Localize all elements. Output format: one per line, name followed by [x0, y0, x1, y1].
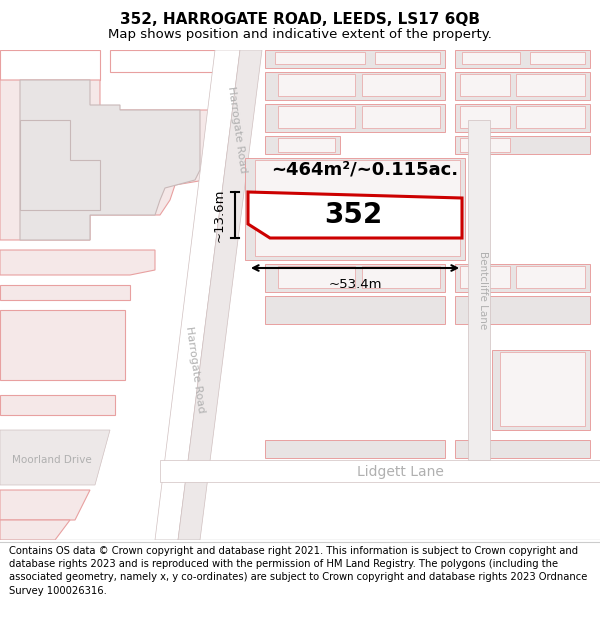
Polygon shape [0, 250, 155, 275]
Text: Moorland Drive: Moorland Drive [12, 455, 92, 465]
Text: Map shows position and indicative extent of the property.: Map shows position and indicative extent… [108, 28, 492, 41]
Polygon shape [516, 74, 585, 96]
Polygon shape [265, 136, 340, 154]
Polygon shape [0, 520, 70, 540]
Polygon shape [0, 490, 90, 520]
Polygon shape [455, 136, 590, 154]
Polygon shape [460, 266, 510, 288]
Polygon shape [245, 158, 465, 260]
Polygon shape [460, 74, 510, 96]
Polygon shape [248, 192, 462, 238]
Polygon shape [455, 50, 590, 68]
Polygon shape [468, 120, 490, 460]
Polygon shape [460, 106, 510, 128]
Polygon shape [455, 104, 590, 132]
Text: Contains OS data © Crown copyright and database right 2021. This information is : Contains OS data © Crown copyright and d… [9, 546, 587, 596]
Polygon shape [0, 310, 125, 380]
Polygon shape [178, 50, 262, 540]
Polygon shape [516, 106, 585, 128]
Polygon shape [265, 72, 445, 100]
Polygon shape [455, 440, 590, 458]
Polygon shape [0, 430, 110, 485]
Text: Bentcliffe Lane: Bentcliffe Lane [478, 251, 488, 329]
Polygon shape [455, 296, 590, 324]
Polygon shape [265, 440, 445, 458]
Polygon shape [20, 120, 100, 210]
Polygon shape [460, 138, 510, 152]
Polygon shape [255, 160, 460, 256]
Text: 352: 352 [324, 201, 382, 229]
Polygon shape [362, 106, 440, 128]
Polygon shape [265, 50, 445, 68]
Text: ~13.6m: ~13.6m [213, 188, 226, 242]
Polygon shape [500, 352, 585, 426]
Polygon shape [362, 74, 440, 96]
Text: Harrogate Road: Harrogate Road [184, 326, 206, 414]
Polygon shape [110, 50, 215, 72]
Polygon shape [0, 80, 215, 240]
Polygon shape [362, 266, 440, 288]
Polygon shape [516, 266, 585, 288]
Polygon shape [20, 80, 200, 240]
Polygon shape [265, 296, 445, 324]
Polygon shape [278, 266, 355, 288]
Text: Lidgett Lane: Lidgett Lane [356, 465, 443, 479]
Polygon shape [278, 74, 355, 96]
Polygon shape [530, 52, 585, 64]
Text: ~464m²/~0.115ac.: ~464m²/~0.115ac. [271, 161, 458, 179]
Text: ~53.4m: ~53.4m [328, 278, 382, 291]
Polygon shape [155, 50, 240, 540]
Polygon shape [278, 138, 335, 152]
Polygon shape [160, 460, 600, 482]
Polygon shape [455, 72, 590, 100]
Polygon shape [0, 285, 130, 300]
Polygon shape [265, 104, 445, 132]
Text: 352, HARROGATE ROAD, LEEDS, LS17 6QB: 352, HARROGATE ROAD, LEEDS, LS17 6QB [120, 12, 480, 28]
Polygon shape [0, 50, 100, 80]
Polygon shape [265, 264, 445, 292]
Polygon shape [375, 52, 440, 64]
Text: Harrogate Road: Harrogate Road [226, 86, 248, 174]
Polygon shape [275, 52, 365, 64]
Polygon shape [492, 350, 590, 430]
Polygon shape [462, 52, 520, 64]
Polygon shape [455, 264, 590, 292]
Polygon shape [0, 395, 115, 415]
Polygon shape [278, 106, 355, 128]
